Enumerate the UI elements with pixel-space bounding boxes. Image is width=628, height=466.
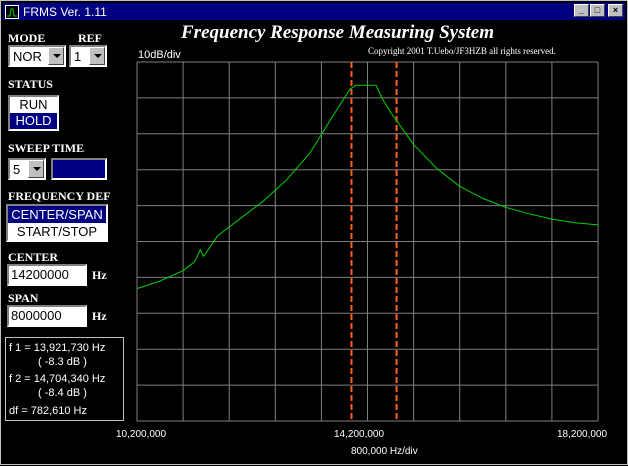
frequency-def-label: FREQUENCY DEF: [8, 189, 111, 203]
freqdef-option-center-span[interactable]: CENTER/SPAN: [8, 206, 106, 223]
plot-title: Frequency Response Measuring System: [181, 22, 494, 43]
f1-db-readout: ( -8.3 dB ): [38, 356, 87, 368]
ref-label: REF: [78, 31, 102, 45]
status-option-hold[interactable]: HOLD: [10, 113, 57, 129]
sweep-time-select[interactable]: 5: [8, 158, 46, 180]
ref-select[interactable]: 1: [69, 45, 107, 67]
title-bar[interactable]: FRMS Ver. 1.11 _ □ ×: [3, 3, 625, 20]
copyright-text: Copyright 2001 T.Uebo/JF3HZB all rights …: [368, 46, 556, 56]
chevron-down-icon[interactable]: [89, 47, 105, 65]
span-input[interactable]: 8000000: [7, 305, 87, 327]
x-tick-right: 18,200,000: [557, 429, 608, 440]
df-readout: df = 782,610 Hz: [9, 405, 87, 417]
status-label: STATUS: [8, 77, 53, 91]
chevron-down-icon[interactable]: [28, 160, 44, 178]
response-trace: [136, 84, 599, 290]
measurement-results: f 1 = 13,921,730 Hz ( -8.3 dB ) f 2 = 14…: [5, 337, 124, 421]
x-tick-center: 14,200,000: [334, 429, 385, 440]
mode-label: MODE: [8, 31, 46, 45]
status-list[interactable]: RUN HOLD: [8, 95, 59, 131]
sweep-time-value: 5: [13, 162, 21, 177]
f2-db-readout: ( -8.4 dB ): [38, 387, 87, 399]
y-scale-label: 10dB/div: [138, 49, 181, 61]
center-label: CENTER: [8, 250, 59, 264]
maximize-button[interactable]: □: [590, 4, 605, 17]
frequency-def-list[interactable]: CENTER/SPAN START/STOP: [6, 204, 108, 242]
app-icon[interactable]: [5, 4, 19, 19]
span-unit: Hz: [92, 309, 107, 323]
freqdef-option-start-stop[interactable]: START/STOP: [8, 223, 106, 240]
close-button[interactable]: ×: [608, 4, 623, 17]
chevron-down-icon[interactable]: [48, 47, 64, 65]
status-option-run[interactable]: RUN: [10, 97, 57, 113]
marker-lines: [350, 62, 398, 421]
f1-readout: f 1 = 13,921,730 Hz: [9, 342, 106, 354]
center-unit: Hz: [92, 268, 107, 282]
mode-select[interactable]: NOR: [8, 45, 66, 67]
f2-readout: f 2 = 14,704,340 Hz: [9, 373, 106, 385]
ref-value: 1: [74, 49, 82, 64]
center-frequency-input[interactable]: 14200000: [7, 264, 87, 286]
minimize-button[interactable]: _: [574, 4, 589, 17]
sweep-indicator: [51, 158, 107, 180]
plot-grid: [136, 61, 599, 422]
mode-value: NOR: [13, 49, 42, 64]
window-title: FRMS Ver. 1.11: [23, 4, 107, 19]
x-scale-label: 800,000 Hz/div: [351, 446, 418, 457]
span-label: SPAN: [8, 291, 39, 305]
sweep-time-label: SWEEP TIME: [8, 141, 85, 155]
x-tick-left: 10,200,000: [116, 429, 167, 440]
